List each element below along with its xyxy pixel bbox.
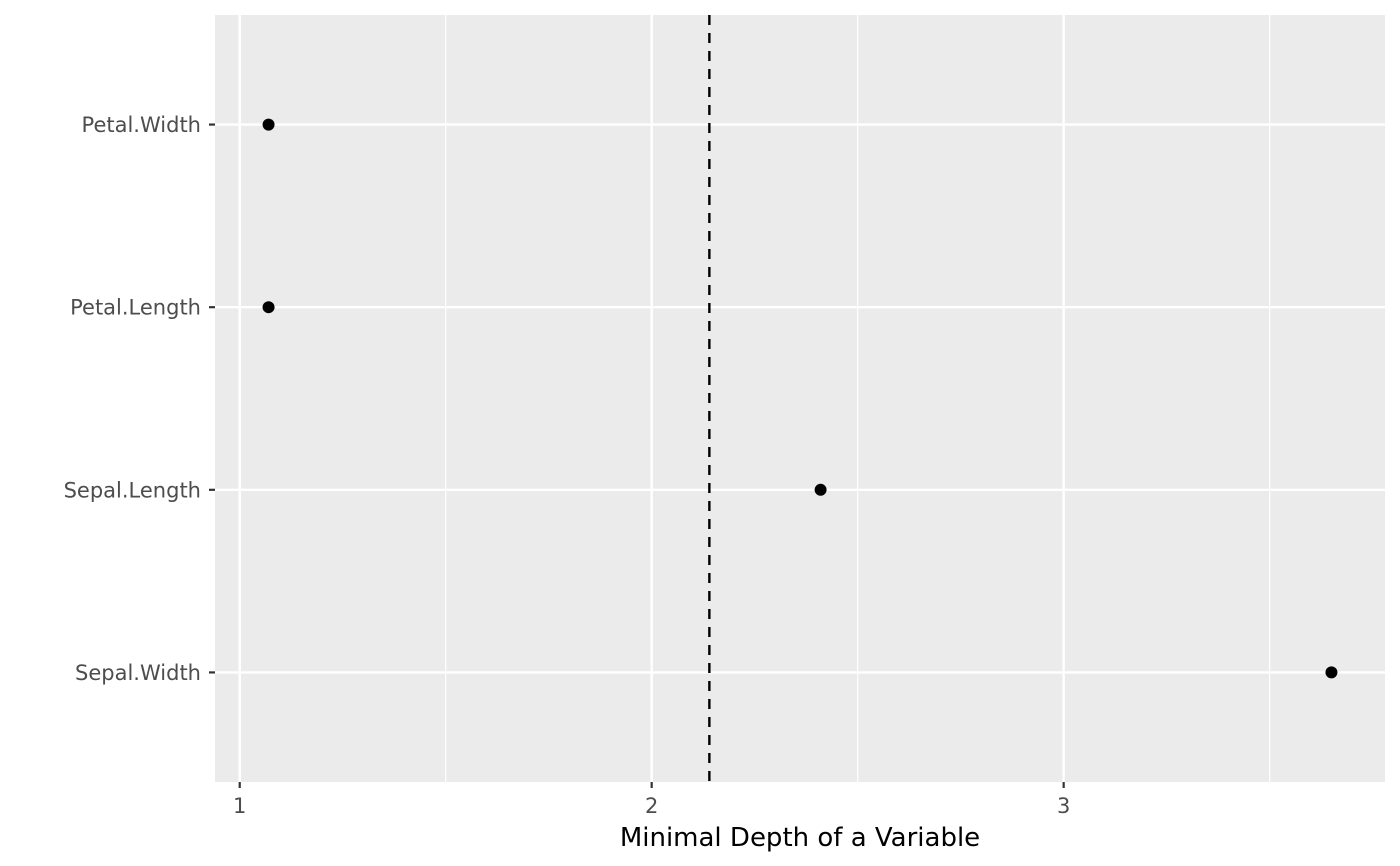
major-gridlines <box>215 15 1385 782</box>
y-tick-label: Petal.Width <box>82 113 201 137</box>
x-axis: 1 2 3 <box>233 782 1070 818</box>
data-point <box>262 118 275 131</box>
x-tick-label: 2 <box>645 794 658 818</box>
x-tick-label: 3 <box>1057 794 1070 818</box>
panel-background <box>215 15 1385 782</box>
data-point <box>1325 666 1338 679</box>
data-point <box>262 301 275 314</box>
data-points <box>262 118 1338 679</box>
minor-gridlines <box>445 15 1271 782</box>
y-tick-label: Sepal.Width <box>75 661 201 685</box>
x-axis-title: Minimal Depth of a Variable <box>620 823 980 853</box>
y-tick-label: Sepal.Length <box>64 478 201 502</box>
data-point <box>814 483 827 496</box>
y-tick-label: Petal.Length <box>70 296 201 320</box>
y-axis: Petal.Width Petal.Length Sepal.Length Sepal… <box>64 113 215 685</box>
x-tick-label: 1 <box>233 794 246 818</box>
